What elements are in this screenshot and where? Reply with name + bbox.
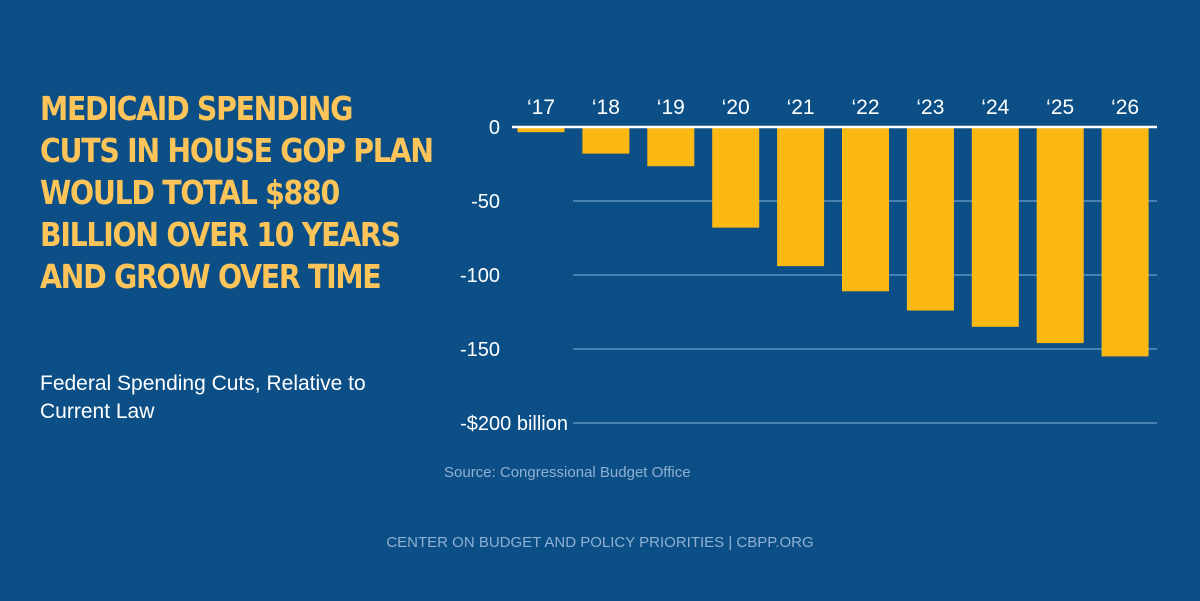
y-tick-label: -50 <box>471 191 500 213</box>
footer-credit: CENTER ON BUDGET AND POLICY PRIORITIES |… <box>386 534 814 551</box>
chart-subtitle: Federal Spending Cuts, Relative to Curre… <box>40 372 366 423</box>
source-note: Source: Congressional Budget Office <box>444 464 691 481</box>
bar <box>517 127 565 133</box>
bar <box>906 127 954 311</box>
x-tick-label: ‘23 <box>916 96 944 119</box>
x-tick-label: ‘20 <box>722 96 750 119</box>
chart-title: Medicaid Spending Cuts in House GOP Plan… <box>40 88 434 298</box>
x-tick-label: ‘26 <box>1111 96 1139 119</box>
title-line: Cuts in House GOP Plan <box>40 131 434 170</box>
title-line: Would Total $880 <box>40 173 340 212</box>
title-line: Billion Over 10 Years <box>40 215 401 254</box>
title-line: and Grow Over Time <box>40 257 382 296</box>
y-tick-label: 0 <box>489 117 500 139</box>
bar <box>712 127 760 228</box>
y-tick-label: -100 <box>460 265 500 287</box>
bar <box>842 127 889 292</box>
y-tick-label: -150 <box>460 339 500 361</box>
title-line: Medicaid Spending <box>40 89 353 128</box>
bar <box>1101 127 1149 357</box>
bar <box>971 127 1019 327</box>
x-tick-label: ‘21 <box>787 96 815 119</box>
x-tick-label: ‘19 <box>657 96 685 119</box>
bar <box>582 127 630 154</box>
x-tick-label: ‘24 <box>981 96 1009 119</box>
x-tick-label: ‘18 <box>592 96 620 119</box>
bar <box>1036 127 1084 344</box>
bar <box>647 127 695 167</box>
x-tick-label: ‘25 <box>1046 96 1074 119</box>
bar <box>777 127 825 267</box>
x-tick-label: ‘17 <box>527 96 555 119</box>
x-tick-label: ‘22 <box>851 96 879 119</box>
y-tick-label: -$200 billion <box>460 413 568 435</box>
